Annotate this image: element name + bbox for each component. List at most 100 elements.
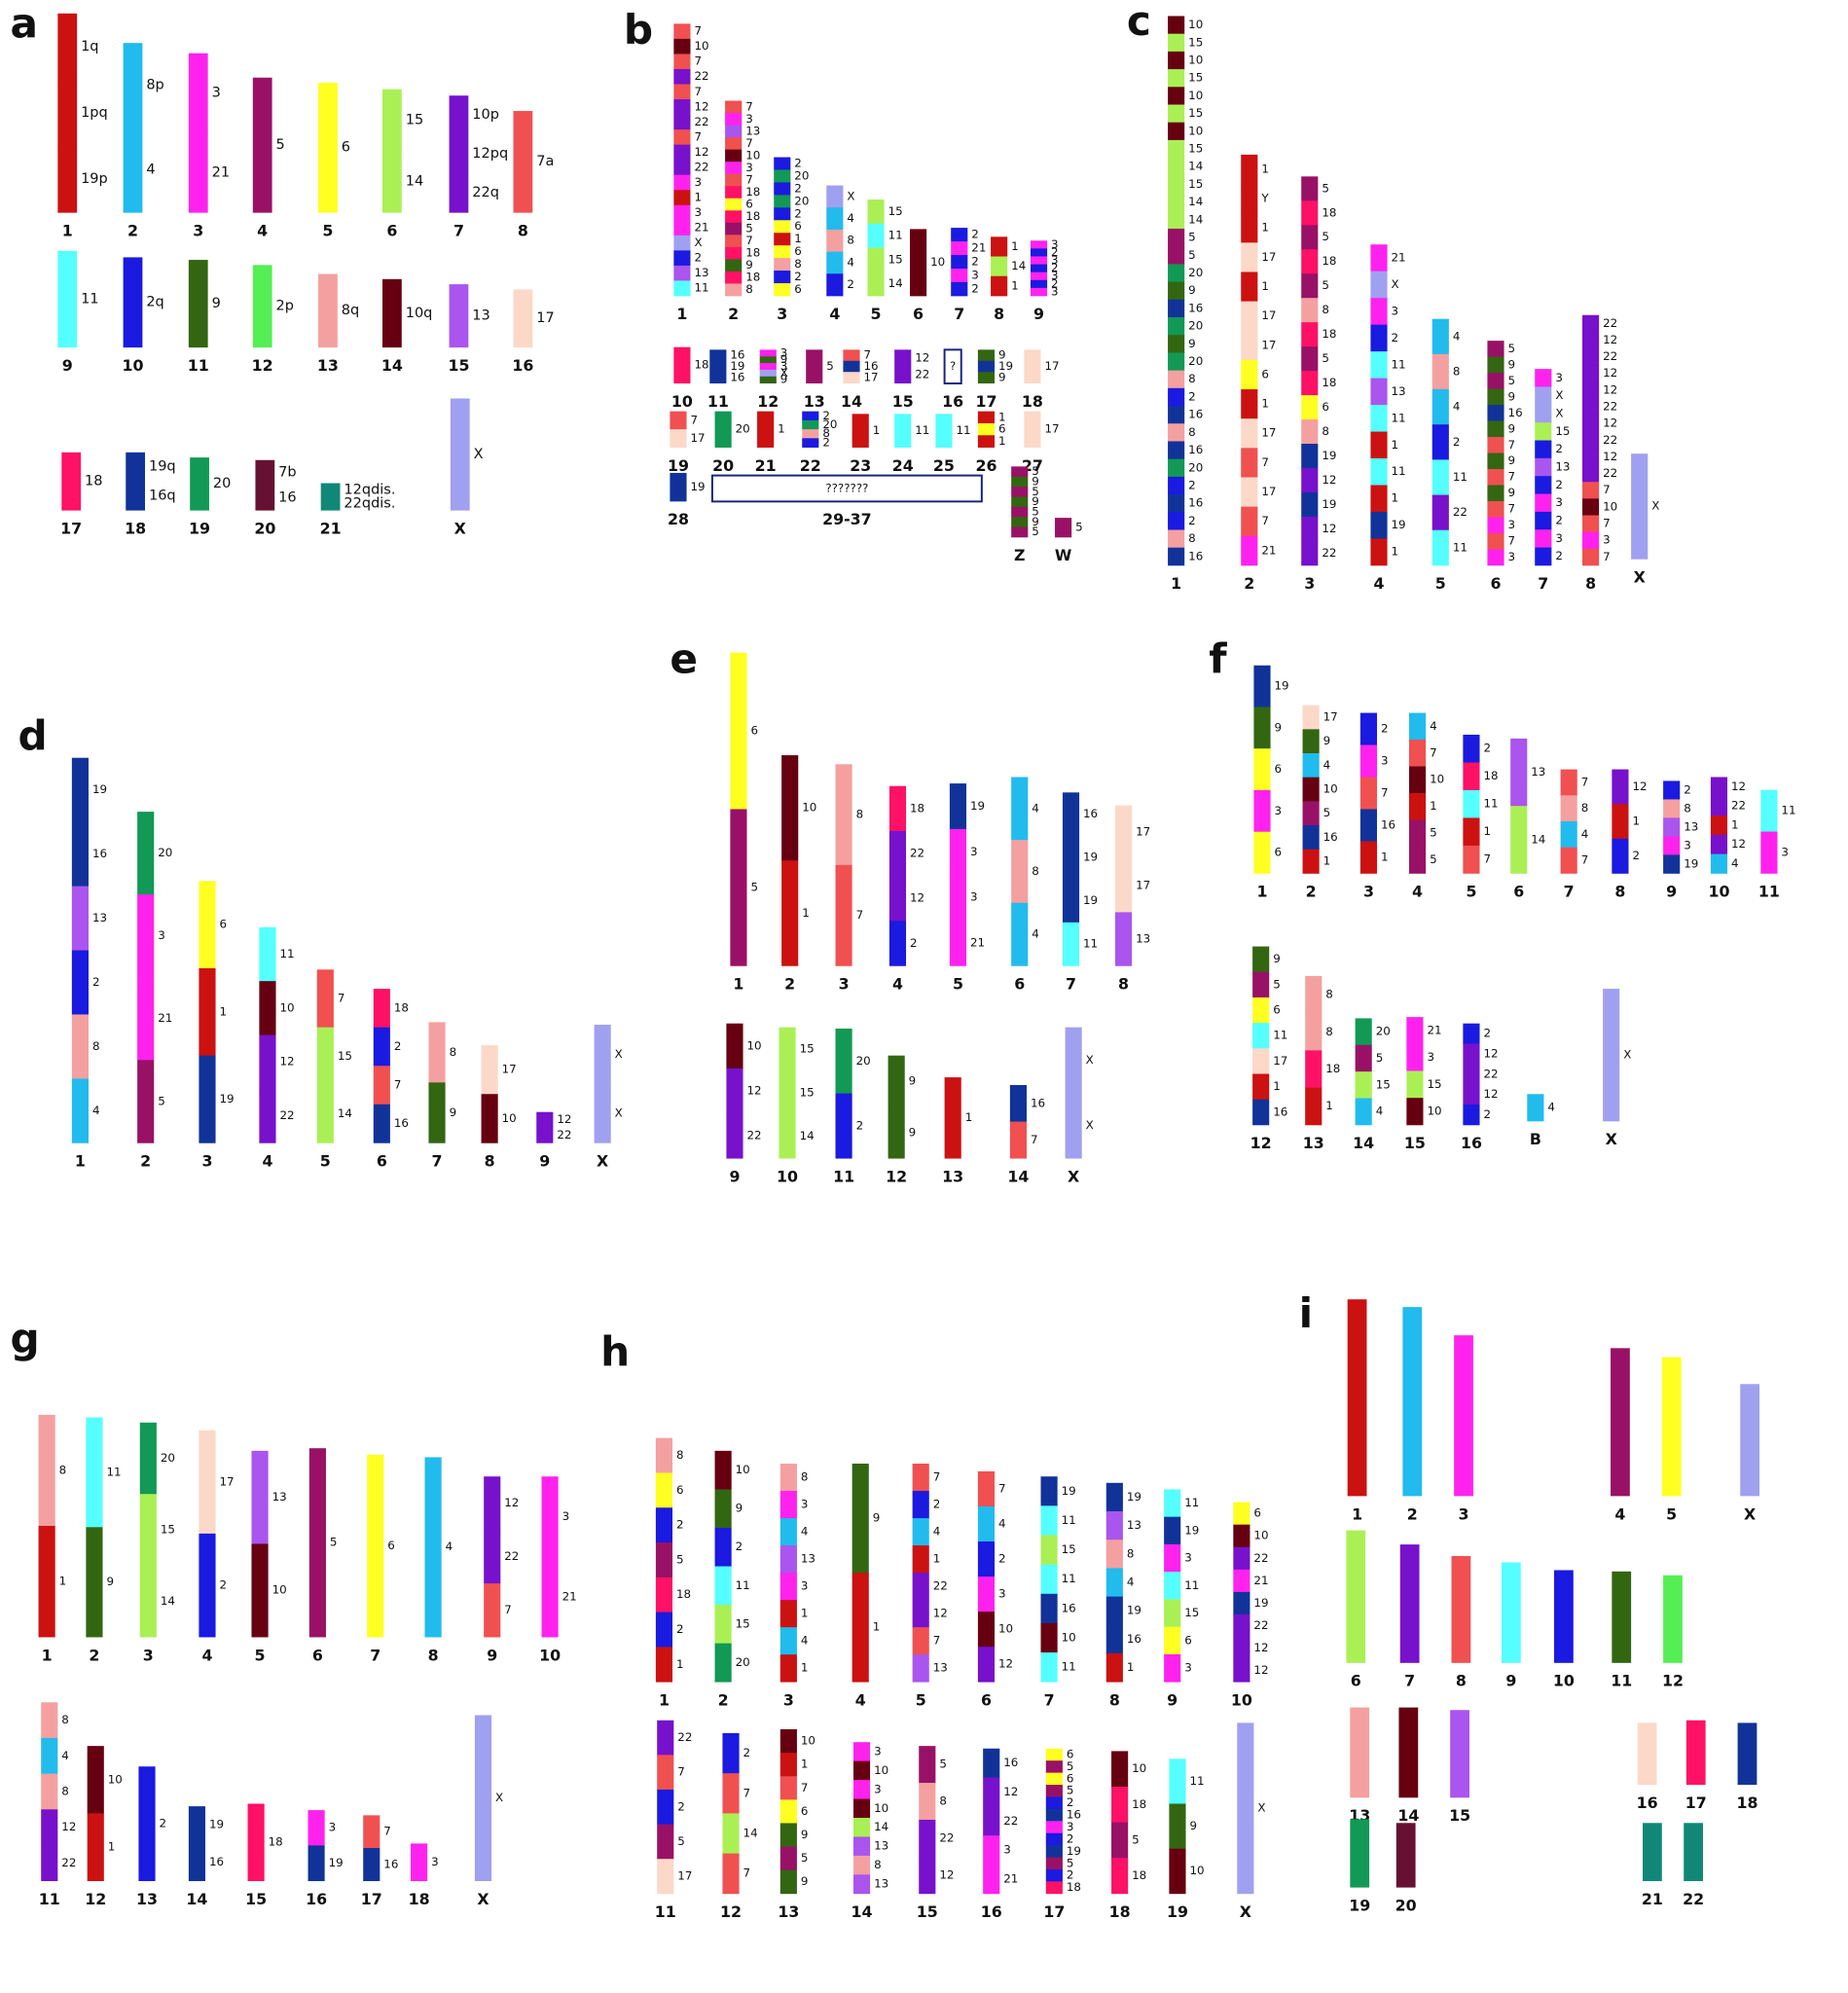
chromosome-segment [1370,538,1388,566]
chromosome-segment [1168,139,1185,159]
chromosome-segment [199,881,216,969]
chromosome-segment [1431,459,1449,495]
chromosome-segment [774,220,791,234]
chromosome-segment [1105,1624,1123,1654]
chromosome-name: 22 [1683,1890,1704,1908]
band-label: 3 [1392,304,1399,317]
band-label: 5 [1322,230,1329,243]
chromosome-segment [188,1843,205,1882]
chromosome-name: 1 [659,1690,670,1709]
band-label: 4 [847,255,854,269]
chromosome-name: X [454,519,466,537]
chromosome-segment [779,1753,797,1777]
band-label: 2 [933,1498,941,1511]
band-label: 16 [278,489,296,505]
chromosome-segment [1463,845,1480,874]
chromosome-segment [1302,753,1320,779]
band-label: 22 [279,1108,294,1122]
chromosome-name: 14 [852,1902,873,1921]
chromosome-segment [977,435,996,448]
band-label: 2 [847,277,854,291]
band-label: 11 [736,1578,750,1592]
band-label: 8 [1325,1025,1333,1038]
band-label: 13 [874,1839,888,1853]
band-label: 2 [1392,331,1399,344]
chromosome-segment [779,1846,797,1871]
band-label: 1 [998,410,1006,423]
chromosome-segment [991,236,1008,257]
band-label: 16 [1003,1756,1018,1769]
band-label: 6 [1273,1003,1281,1017]
chromosome-name: 9 [539,1152,550,1171]
chromosome-segment [826,207,844,231]
chromosome-segment [1487,405,1504,421]
chromosome-name: 3 [1304,574,1315,593]
band-label: 10 [1188,53,1203,66]
chromosome-name: 20 [712,456,734,475]
band-label: 1 [801,1607,809,1620]
chromosome-segment [541,1476,559,1558]
chromosome-segment [1582,381,1600,399]
chromosome-segment [1408,846,1427,874]
band-label: 13 [1127,1518,1141,1532]
chromosome-segment [977,1647,996,1683]
chromosome-segment [1487,420,1504,438]
band-label: 11 [1062,1572,1076,1585]
chromosome-segment [1253,831,1271,874]
band-label: 21 [694,221,708,235]
chromosome-segment [316,1027,334,1086]
chromosome-segment [1168,104,1185,124]
chromosome-segment [1168,529,1185,549]
band-label: 8 [939,1794,947,1808]
band-label: 10 [930,255,945,269]
chromosome-segment [424,1457,442,1638]
band-label: 15 [1376,1077,1391,1091]
band-label: 11 [956,423,970,437]
band-label: 11 [1781,804,1795,817]
band-label: 7b [278,465,296,481]
chromosome-name: 16 [306,1890,327,1908]
band-label: 6 [745,198,753,211]
band-label: 11 [1189,1774,1204,1788]
chromosome-segment [536,1111,554,1128]
chromosome-segment [1045,1857,1063,1870]
chromosome-segment [38,1525,55,1638]
chromosome-segment [316,969,334,1029]
band-label: 5 [1032,485,1039,498]
chromosome-segment [1011,496,1029,508]
band-label: 12 [1731,837,1746,851]
band-label: 18 [910,801,924,815]
chromosome-segment [909,229,927,297]
chromosome-name: 16 [1637,1794,1658,1812]
chromosome-segment [1168,441,1185,460]
chromosome-name: 8 [428,1646,439,1664]
chromosome-segment [1045,1760,1063,1774]
band-label: 1 [873,423,881,437]
chromosome-name: 18 [1022,392,1043,411]
chromosome-segment [983,1806,1000,1836]
chromosome-segment [1399,1544,1420,1663]
band-label: 12 [1253,1641,1268,1654]
band-label: 13 [874,1877,888,1891]
band-label: 8 [59,1463,67,1476]
band-label: 19q [149,459,176,475]
band-label: 20 [794,194,809,207]
chromosome-name: 17 [1043,1902,1065,1921]
chromosome-segment [1710,853,1728,874]
chromosome-segment [308,1810,325,1846]
chromosome-segment [57,146,78,213]
chromosome-segment [1527,1094,1544,1122]
panel-letter: h [600,1327,630,1375]
band-label: 6 [342,140,350,156]
chromosome-segment [726,1113,743,1159]
band-label: 19 [690,480,705,493]
chromosome-name: 8 [1109,1690,1120,1709]
band-label: 8 [61,1713,69,1726]
chromosome-segment [367,1454,384,1638]
chromosome-segment [1685,1720,1706,1786]
band-label: 20 [1376,1025,1391,1038]
chromosome-segment [774,195,791,208]
chromosome-segment [725,137,743,151]
band-label: 22 [61,1856,76,1869]
chromosome-name: 15 [1449,1806,1470,1825]
